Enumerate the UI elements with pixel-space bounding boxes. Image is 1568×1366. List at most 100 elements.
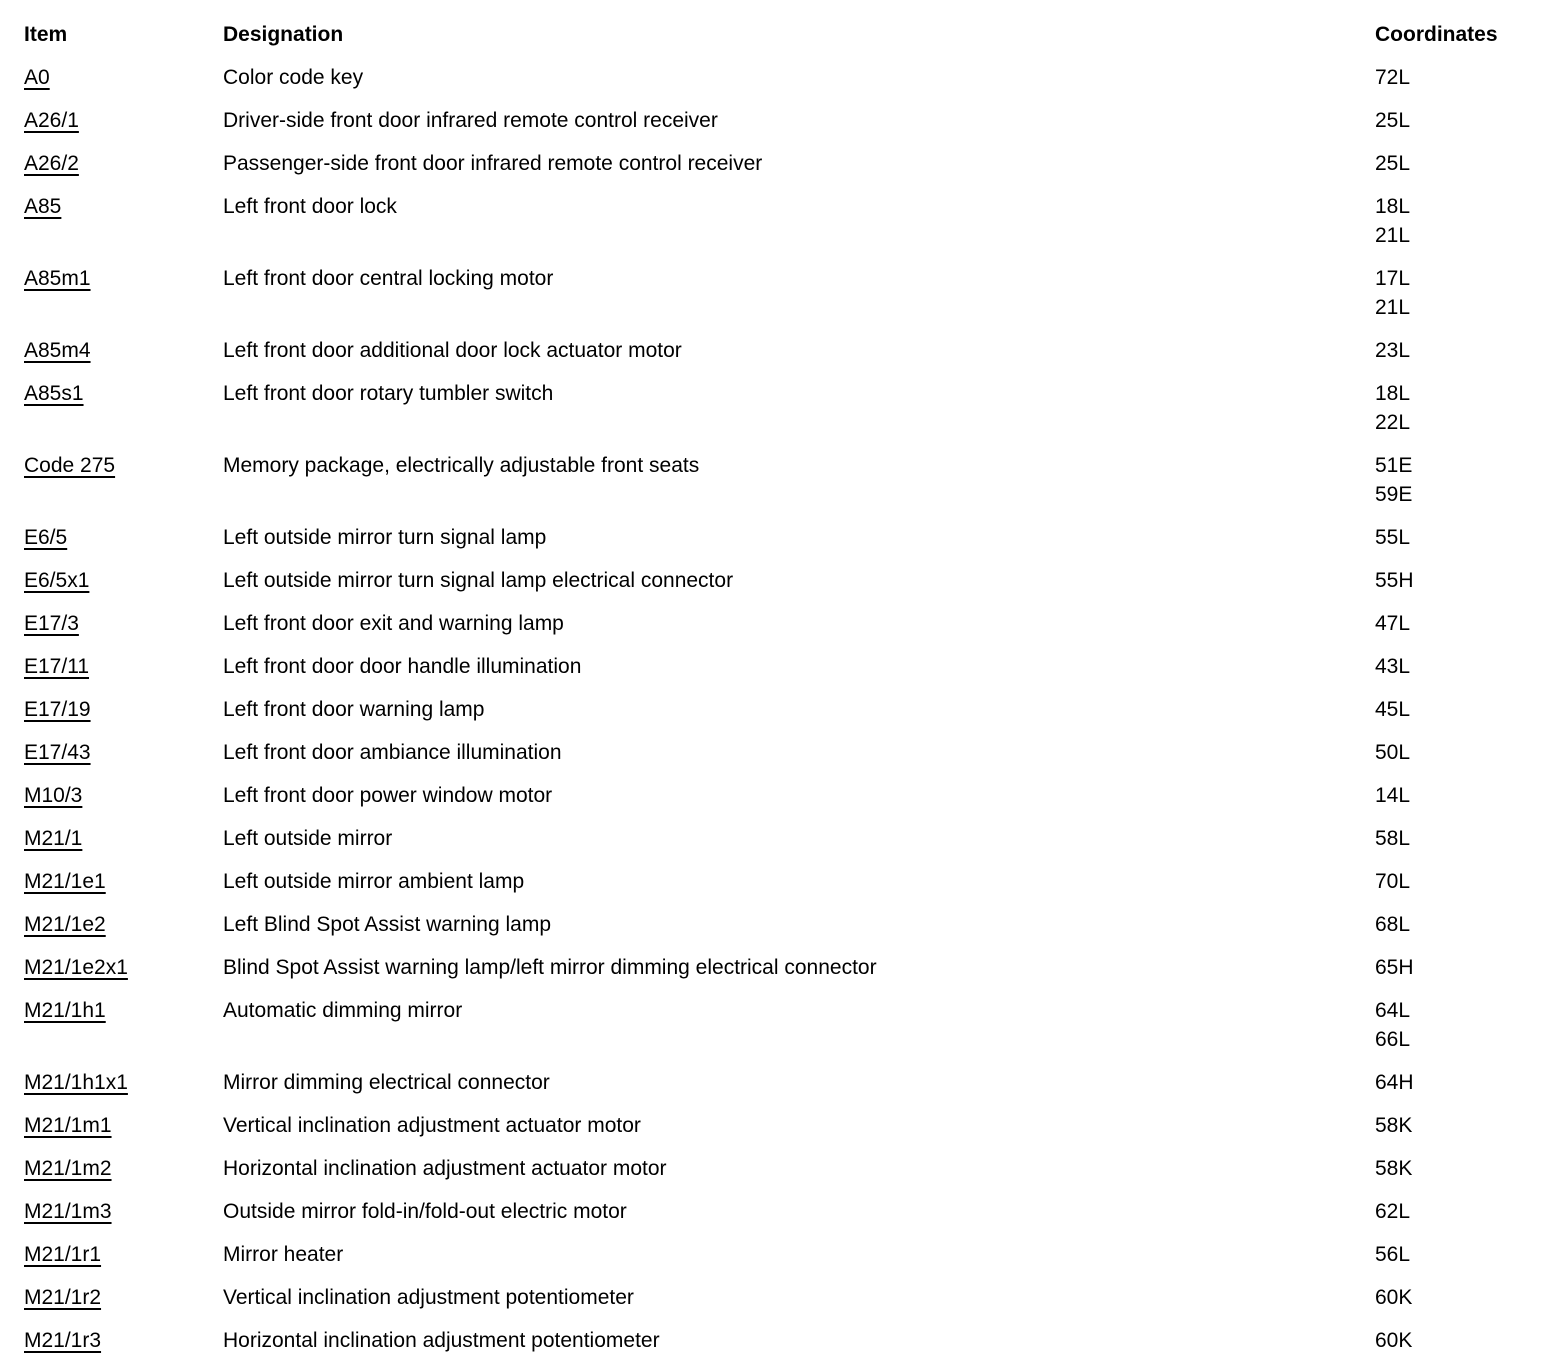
table-row: A85m1 Left front door central locking mo… — [24, 264, 1568, 322]
item-link[interactable]: A0 — [24, 66, 50, 89]
item-link[interactable]: M21/1h1x1 — [24, 1071, 128, 1094]
item-link[interactable]: M21/1e1 — [24, 870, 106, 893]
coordinates-cell: 50L — [1375, 738, 1568, 767]
item-link[interactable]: E17/11 — [24, 655, 89, 678]
coordinate-value: 55H — [1375, 569, 1414, 592]
coordinates-cell: 68L — [1375, 910, 1568, 939]
table-row: M21/1m2 Horizontal inclination adjustmen… — [24, 1154, 1568, 1183]
designation-text: Blind Spot Assist warning lamp/left mirr… — [223, 956, 877, 979]
item-link[interactable]: M21/1e2x1 — [24, 956, 128, 979]
table-row: E17/11 Left front door door handle illum… — [24, 652, 1568, 681]
item-link[interactable]: E17/3 — [24, 612, 79, 635]
designation-text: Left outside mirror — [223, 827, 393, 850]
table-row: Code 275 Memory package, electrically ad… — [24, 451, 1568, 509]
item-link[interactable]: A85 — [24, 195, 62, 218]
coordinate-value: 70L — [1375, 870, 1411, 893]
coordinate-value: 22L — [1375, 411, 1411, 434]
item-link[interactable]: E6/5x1 — [24, 569, 90, 592]
designation-text: Driver-side front door infrared remote c… — [223, 109, 718, 132]
coordinate-value: 50L — [1375, 741, 1411, 764]
item-link[interactable]: M21/1m3 — [24, 1200, 112, 1223]
designation-text: Left front door power window motor — [223, 784, 553, 807]
table-row: M21/1m1 Vertical inclination adjustment … — [24, 1111, 1568, 1140]
designation-text: Memory package, electrically adjustable … — [223, 454, 700, 477]
designation-text: Left outside mirror turn signal lamp — [223, 526, 547, 549]
coordinate-value: 58K — [1375, 1114, 1413, 1137]
designation-text: Left front door exit and warning lamp — [223, 612, 564, 635]
item-link[interactable]: M21/1r3 — [24, 1329, 102, 1352]
item-link[interactable]: A26/1 — [24, 109, 79, 132]
coordinate-value: 21L — [1375, 224, 1411, 247]
item-link[interactable]: M21/1r1 — [24, 1243, 102, 1266]
coordinates-cell: 60K — [1375, 1283, 1568, 1312]
table-row: M21/1e1 Left outside mirror ambient lamp… — [24, 867, 1568, 896]
coordinates-cell: 58K — [1375, 1154, 1568, 1183]
designation-text: Mirror dimming electrical connector — [223, 1071, 550, 1094]
designation-text: Vertical inclination adjustment actuator… — [223, 1114, 641, 1137]
table-row: E17/19 Left front door warning lamp 45L — [24, 695, 1568, 724]
coordinate-value: 66L — [1375, 1028, 1411, 1051]
coordinate-value: 60K — [1375, 1329, 1413, 1352]
designation-text: Left Blind Spot Assist warning lamp — [223, 913, 552, 936]
coordinate-value: 45L — [1375, 698, 1411, 721]
coordinate-value: 55L — [1375, 526, 1411, 549]
item-link[interactable]: M10/3 — [24, 784, 83, 807]
coordinates-cell: 18L 22L — [1375, 379, 1568, 437]
item-link[interactable]: M21/1 — [24, 827, 83, 850]
coordinates-cell: 58L — [1375, 824, 1568, 853]
coordinate-value: 64L — [1375, 999, 1411, 1022]
item-link[interactable]: A85m1 — [24, 267, 91, 290]
coordinates-cell: 18L 21L — [1375, 192, 1568, 250]
coordinates-cell: 43L — [1375, 652, 1568, 681]
designation-text: Passenger-side front door infrared remot… — [223, 152, 763, 175]
item-link[interactable]: M21/1h1 — [24, 999, 106, 1022]
item-link[interactable]: E17/43 — [24, 741, 91, 764]
item-link[interactable]: A85s1 — [24, 382, 84, 405]
table-row: E17/43 Left front door ambiance illumina… — [24, 738, 1568, 767]
table-row: A26/1 Driver-side front door infrared re… — [24, 106, 1568, 135]
coordinate-value: 58K — [1375, 1157, 1413, 1180]
table-row: M21/1h1x1 Mirror dimming electrical conn… — [24, 1068, 1568, 1097]
item-link[interactable]: A85m4 — [24, 339, 91, 362]
coordinates-cell: 70L — [1375, 867, 1568, 896]
item-link[interactable]: M21/1e2 — [24, 913, 106, 936]
item-link[interactable]: M21/1m1 — [24, 1114, 112, 1137]
table-row: M10/3 Left front door power window motor… — [24, 781, 1568, 810]
coordinate-value: 25L — [1375, 109, 1411, 132]
item-link[interactable]: E17/19 — [24, 698, 91, 721]
table-row: E17/3 Left front door exit and warning l… — [24, 609, 1568, 638]
header-item: Item — [24, 23, 68, 46]
table-row: A0 Color code key 72L — [24, 63, 1568, 92]
header-coordinates: Coordinates — [1375, 23, 1498, 46]
designation-text: Left front door ambiance illumination — [223, 741, 562, 764]
coordinates-cell: 55H — [1375, 566, 1568, 595]
item-link[interactable]: A26/2 — [24, 152, 79, 175]
table-row: M21/1h1 Automatic dimming mirror 64L 66L — [24, 996, 1568, 1054]
designation-text: Left front door warning lamp — [223, 698, 485, 721]
coordinate-value: 59E — [1375, 483, 1413, 506]
item-link[interactable]: M21/1m2 — [24, 1157, 112, 1180]
table-row: M21/1r3 Horizontal inclination adjustmen… — [24, 1326, 1568, 1355]
coordinates-cell: 25L — [1375, 149, 1568, 178]
item-link[interactable]: E6/5 — [24, 526, 68, 549]
coordinates-cell: 72L — [1375, 63, 1568, 92]
coordinate-value: 62L — [1375, 1200, 1411, 1223]
coordinate-value: 65H — [1375, 956, 1414, 979]
coordinates-cell: 65H — [1375, 953, 1568, 982]
coordinate-value: 21L — [1375, 296, 1411, 319]
table-row: A85m4 Left front door additional door lo… — [24, 336, 1568, 365]
coordinate-value: 56L — [1375, 1243, 1411, 1266]
item-link[interactable]: Code 275 — [24, 454, 116, 477]
designation-text: Left outside mirror turn signal lamp ele… — [223, 569, 734, 592]
coordinates-cell: 23L — [1375, 336, 1568, 365]
coordinates-cell: 51E 59E — [1375, 451, 1568, 509]
designation-text: Vertical inclination adjustment potentio… — [223, 1286, 634, 1309]
table-row: E6/5 Left outside mirror turn signal lam… — [24, 523, 1568, 552]
coordinates-cell: 25L — [1375, 106, 1568, 135]
item-link[interactable]: M21/1r2 — [24, 1286, 102, 1309]
designation-text: Horizontal inclination adjustment potent… — [223, 1329, 660, 1352]
coordinate-value: 14L — [1375, 784, 1411, 807]
header-designation: Designation — [223, 23, 344, 46]
coordinates-cell: 56L — [1375, 1240, 1568, 1269]
coordinates-cell: 62L — [1375, 1197, 1568, 1226]
